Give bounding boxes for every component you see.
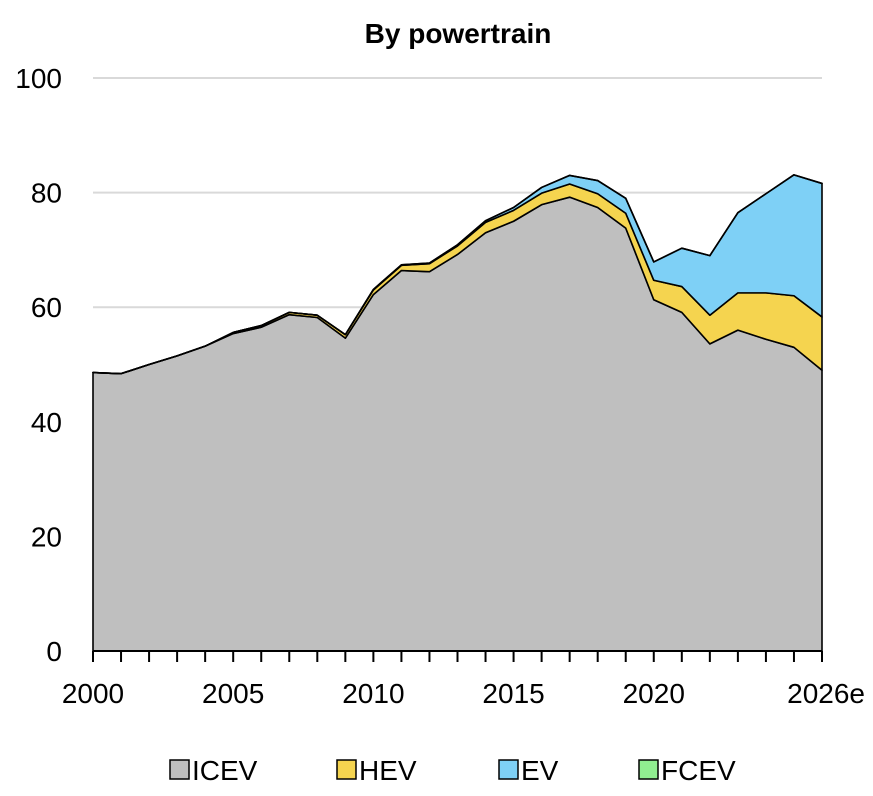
y-tick-label-60: 60 xyxy=(31,292,62,323)
legend: ICEV HEV EV FCEV xyxy=(169,755,736,786)
legend-label-fcev: FCEV xyxy=(661,755,736,786)
x-tick-label-2010: 2010 xyxy=(342,678,404,709)
legend-swatch-fcev xyxy=(638,759,659,780)
x-tick-label-2015: 2015 xyxy=(482,678,544,709)
legend-swatch-ev xyxy=(498,759,519,780)
y-tick-label-20: 20 xyxy=(31,521,62,552)
chart-title: By powertrain xyxy=(365,18,552,49)
axes: 0 20 40 60 80 100 2000 2005 2010 2015 2020 2026e xyxy=(15,63,865,709)
x-tick-label-2020: 2020 xyxy=(623,678,685,709)
x-tick-label-2000: 2000 xyxy=(62,678,124,709)
y-tick-label-40: 40 xyxy=(31,407,62,438)
y-tick-label-0: 0 xyxy=(46,636,62,667)
area-fcev xyxy=(92,174,823,375)
legend-label-icev: ICEV xyxy=(192,755,258,786)
x-tick-label-2026e: 2026e xyxy=(787,678,865,709)
legend-swatch-hev xyxy=(336,759,357,780)
x-tick-label-2005: 2005 xyxy=(202,678,264,709)
legend-label-hev: HEV xyxy=(359,755,417,786)
y-tick-label-80: 80 xyxy=(31,178,62,209)
y-tick-label-100: 100 xyxy=(15,63,62,94)
plot-areas xyxy=(92,174,823,652)
legend-label-ev: EV xyxy=(521,755,559,786)
legend-swatch-icev xyxy=(169,759,190,780)
